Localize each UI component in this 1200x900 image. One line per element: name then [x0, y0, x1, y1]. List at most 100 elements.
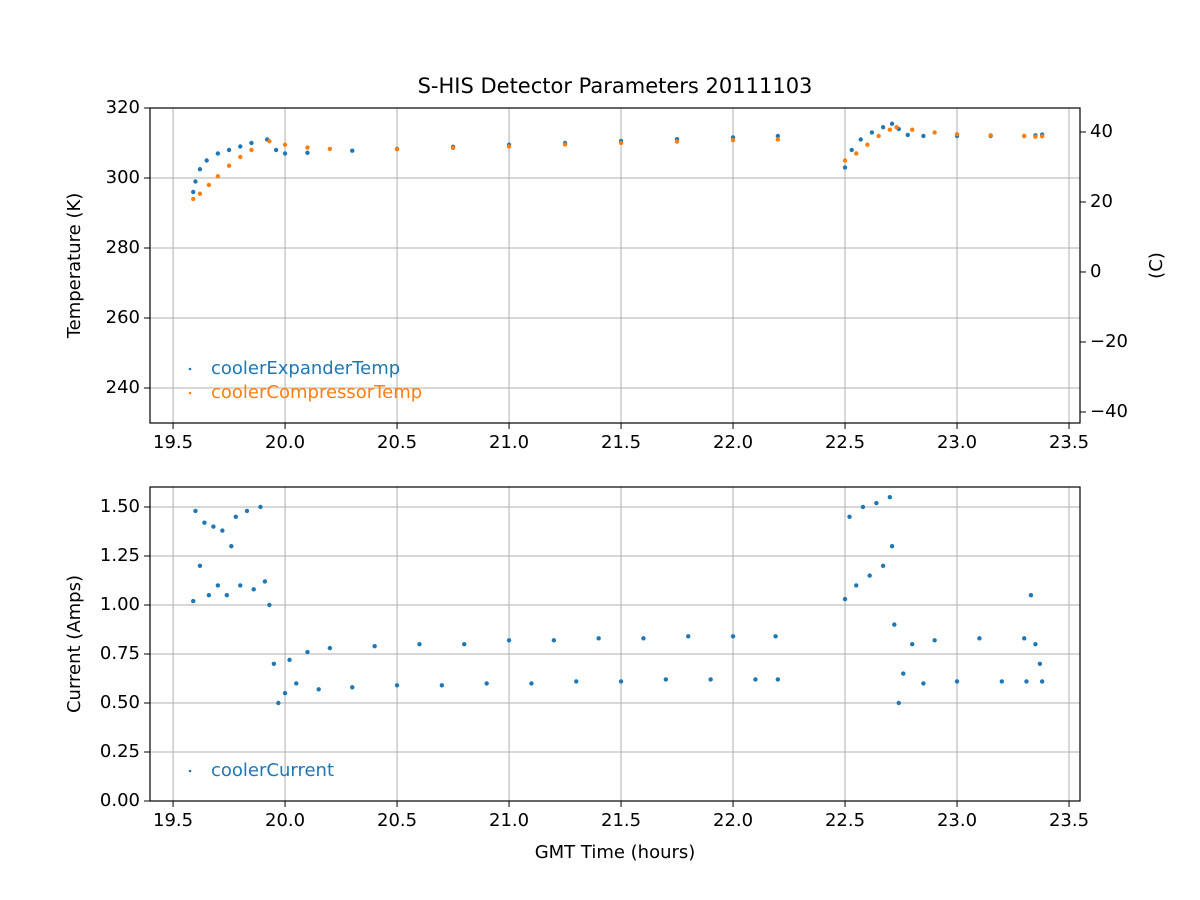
- data-point: [869, 130, 875, 135]
- data-point: [867, 573, 872, 578]
- y-tick-label: 0.50: [100, 692, 140, 713]
- y2-tick-label: −20: [1090, 331, 1128, 352]
- y-tick-label: 280: [106, 237, 140, 258]
- data-point: [193, 179, 198, 184]
- data-point: [215, 583, 221, 588]
- y-axis-label: Current (Amps): [64, 575, 85, 713]
- data-point: [730, 634, 736, 639]
- data-point: [921, 133, 926, 139]
- data-point: [954, 132, 960, 137]
- data-point: [858, 137, 863, 142]
- data-point: [753, 677, 758, 682]
- x-tick-label: 20.5: [377, 432, 417, 453]
- x-tick-label: 21.0: [489, 432, 529, 453]
- data-point: [874, 500, 879, 506]
- data-point: [226, 147, 232, 153]
- y-tick-label: 260: [106, 307, 140, 328]
- data-point: [887, 127, 893, 132]
- data-point: [206, 182, 212, 188]
- data-point: [506, 144, 512, 149]
- data-point: [1039, 679, 1045, 684]
- y2-tick-label: 40: [1090, 121, 1113, 142]
- data-point: [880, 125, 886, 130]
- data-point: [220, 528, 225, 533]
- y-tick-label: 1.00: [100, 594, 140, 615]
- data-point: [271, 661, 277, 666]
- data-point: [506, 638, 512, 643]
- y-tick-label: 0.00: [100, 790, 140, 811]
- y2-tick-label: 0: [1090, 261, 1101, 282]
- data-point: [282, 690, 288, 696]
- data-point: [663, 677, 669, 682]
- data-point: [202, 520, 207, 525]
- chart-title: S-HIS Detector Parameters 20111103: [418, 74, 813, 98]
- data-point: [854, 151, 859, 156]
- data-point: [618, 679, 624, 684]
- data-point: [197, 167, 203, 172]
- x-tick-label: 22.5: [825, 432, 865, 453]
- data-point: [910, 127, 915, 132]
- x-tick-label: 20.5: [377, 810, 417, 831]
- data-point: [999, 679, 1005, 684]
- legend-label: coolerCurrent: [211, 760, 334, 781]
- x-tick-label: 23.0: [937, 432, 977, 453]
- data-point: [462, 641, 467, 647]
- data-point: [574, 679, 579, 684]
- data-point: [876, 133, 881, 139]
- data-point: [350, 685, 355, 690]
- data-point: [988, 133, 993, 138]
- data-point: [921, 681, 926, 686]
- y2-axis-label: (C): [1146, 252, 1167, 279]
- y-tick-label: 240: [106, 377, 140, 398]
- data-point: [708, 677, 713, 682]
- y-tick-label: 0.75: [100, 643, 140, 664]
- data-point: [562, 142, 568, 147]
- data-point: [262, 579, 268, 584]
- data-point: [932, 638, 937, 643]
- data-point: [905, 132, 910, 138]
- data-point: [730, 138, 736, 143]
- data-point: [238, 583, 243, 588]
- data-point: [305, 145, 310, 150]
- data-point: [197, 191, 203, 196]
- data-point: [896, 700, 901, 706]
- data-point: [618, 140, 624, 146]
- data-point: [197, 563, 203, 568]
- data-point: [674, 139, 680, 144]
- data-point: [641, 636, 646, 641]
- data-point: [910, 641, 915, 647]
- data-point: [226, 163, 232, 168]
- data-point: [224, 592, 230, 598]
- data-point: [450, 145, 456, 151]
- data-point: [305, 150, 310, 155]
- data-point: [204, 158, 209, 163]
- legend-marker: [188, 391, 192, 395]
- x-tick-label: 23.0: [937, 810, 977, 831]
- data-point: [394, 683, 400, 688]
- data-point: [847, 514, 852, 519]
- data-point: [211, 524, 216, 529]
- data-point: [1033, 641, 1038, 647]
- x-tick-label: 23.5: [1049, 810, 1089, 831]
- data-point: [1022, 636, 1027, 641]
- plot-frame: [149, 107, 1081, 424]
- data-point: [282, 142, 288, 147]
- data-point: [191, 189, 196, 195]
- data-point: [1033, 134, 1038, 139]
- data-point: [932, 130, 937, 135]
- x-tick-label: 22.0: [713, 810, 753, 831]
- data-point: [294, 681, 299, 686]
- data-point: [1039, 134, 1045, 139]
- x-tick-label: 19.5: [153, 810, 193, 831]
- x-tick-label: 21.0: [489, 810, 529, 831]
- y-tick-label: 320: [106, 97, 140, 118]
- y-tick-label: 1.25: [100, 545, 140, 566]
- data-point: [372, 643, 377, 649]
- y-tick-label: 1.50: [100, 496, 140, 517]
- data-point: [1028, 592, 1034, 598]
- data-point: [249, 147, 254, 153]
- data-point: [305, 649, 310, 655]
- data-point: [215, 174, 221, 179]
- data-point: [215, 151, 221, 156]
